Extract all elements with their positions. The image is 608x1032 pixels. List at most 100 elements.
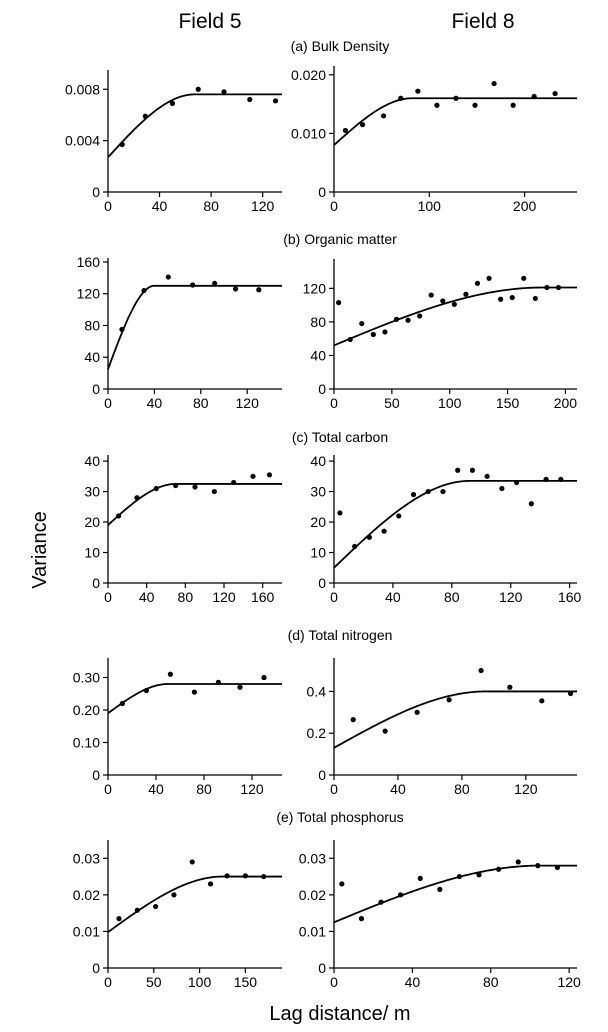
panel-organic-matter-field-8: 0 50 100 150 200 0 40 80 120 (303, 259, 577, 411)
data-point (192, 484, 198, 490)
data-point (496, 866, 502, 872)
y-tick-label: 0.01 (73, 923, 100, 939)
x-tick-label: 0 (104, 974, 112, 990)
data-point (499, 485, 505, 492)
x-tick-label: 100 (438, 395, 462, 411)
y-tick-label: 0.03 (73, 850, 100, 866)
data-point (515, 859, 521, 865)
data-point (478, 667, 484, 674)
x-tick-label: 0 (330, 395, 338, 411)
y-tick-label: 80 (310, 314, 326, 330)
data-point (256, 287, 262, 293)
y-tick-label: 120 (77, 286, 101, 302)
x-tick-label: 80 (483, 974, 499, 990)
y-tick-label: 0.20 (73, 702, 100, 718)
data-point (405, 317, 411, 323)
x-tick-label: 200 (513, 198, 537, 214)
x-axis-label: Lag distance/ m (269, 1003, 410, 1025)
data-point (498, 296, 504, 302)
x-tick-label: 120 (557, 974, 581, 990)
data-point (339, 881, 345, 887)
axes-total-nitrogen-field-8 (333, 658, 577, 776)
data-point (347, 336, 353, 343)
y-tick-label: 0 (318, 381, 326, 397)
data-point (544, 284, 550, 291)
fitted-curve-total-nitrogen-field-5 (107, 683, 282, 714)
panel-total-phosphorus-field-8: 0 40 80 120 0 0.01 0.02 0.03 (299, 840, 581, 990)
y-tick-label: 40 (84, 453, 100, 469)
data-point (189, 859, 195, 865)
data-point (558, 476, 564, 482)
y-tick-label: 0 (92, 960, 100, 976)
data-point (393, 316, 400, 322)
panel-total-nitrogen-field-5: 0 40 80 120 0 0.10 0.20 0.30 (73, 658, 282, 797)
axes-total-nitrogen-field-5 (107, 658, 282, 776)
x-tick-label: 0 (104, 198, 112, 214)
data-point (231, 479, 237, 486)
data-point (342, 127, 349, 134)
data-point (532, 295, 538, 302)
data-point (455, 467, 461, 473)
panel-bulk-density-field-5: 0 40 80 120 0 0.004 0.008 (65, 70, 282, 214)
x-tick-label: 100 (418, 198, 442, 214)
data-point (233, 286, 239, 292)
y-tick-label: 40 (310, 347, 326, 363)
x-tick-label: 0 (330, 589, 338, 605)
data-point (531, 93, 537, 100)
x-tick-label: 80 (454, 781, 470, 797)
x-tick-label: 160 (558, 589, 582, 605)
y-tick-label: 120 (303, 280, 327, 296)
data-point (119, 700, 125, 707)
y-tick-label: 0.30 (73, 670, 100, 686)
data-point (528, 501, 534, 507)
x-tick-label: 120 (240, 781, 264, 797)
y-tick-label: 10 (84, 545, 100, 561)
data-point (554, 864, 561, 871)
data-point (370, 331, 376, 338)
y-tick-label: 0.2 (307, 725, 327, 741)
data-point (143, 687, 149, 694)
x-tick-label: 160 (251, 589, 275, 605)
y-tick-label: 20 (84, 514, 100, 530)
axes-bulk-density-field-8 (333, 66, 577, 193)
data-point (382, 329, 388, 335)
data-point (552, 90, 558, 97)
x-tick-label: 40 (405, 974, 421, 990)
data-point (434, 102, 440, 108)
data-point (250, 473, 256, 479)
x-tick-label: 150 (234, 974, 258, 990)
data-point (509, 294, 515, 301)
data-point (440, 488, 446, 495)
x-tick-label: 80 (193, 395, 209, 411)
x-tick-label: 0 (330, 198, 338, 214)
data-point (169, 100, 176, 106)
x-tick-label: 100 (188, 974, 212, 990)
x-tick-label: 80 (196, 781, 212, 797)
data-point (337, 510, 343, 516)
data-point (359, 122, 366, 128)
x-tick-label: 80 (444, 589, 460, 605)
data-point (415, 88, 421, 94)
panel-total-carbon-field-8: 0 40 80 120 160 0 10 20 30 40 (310, 453, 581, 605)
axes-total-phosphorus-field-5 (107, 840, 282, 969)
data-point (398, 892, 404, 898)
data-point (539, 698, 545, 704)
y-tick-label: 0 (92, 184, 100, 200)
data-point (261, 674, 267, 681)
data-point (352, 543, 358, 550)
x-tick-label: 40 (385, 589, 401, 605)
panel-total-phosphorus-field-5: 0 50 100 150 0 0.01 0.02 0.03 (73, 840, 282, 990)
data-point (165, 274, 171, 280)
y-tick-label: 0.004 (65, 133, 100, 149)
row-title-bulk-density: (a) Bulk Density (291, 38, 390, 54)
row-title-total-phosphorus: (e) Total phosphorus (276, 809, 403, 825)
y-tick-label: 0.01 (299, 923, 326, 939)
data-point (142, 113, 148, 119)
data-point (486, 275, 492, 281)
data-point (116, 513, 122, 519)
data-point (358, 916, 365, 922)
fitted-curve-total-carbon-field-8 (333, 480, 577, 569)
x-tick-label: 120 (514, 781, 538, 797)
